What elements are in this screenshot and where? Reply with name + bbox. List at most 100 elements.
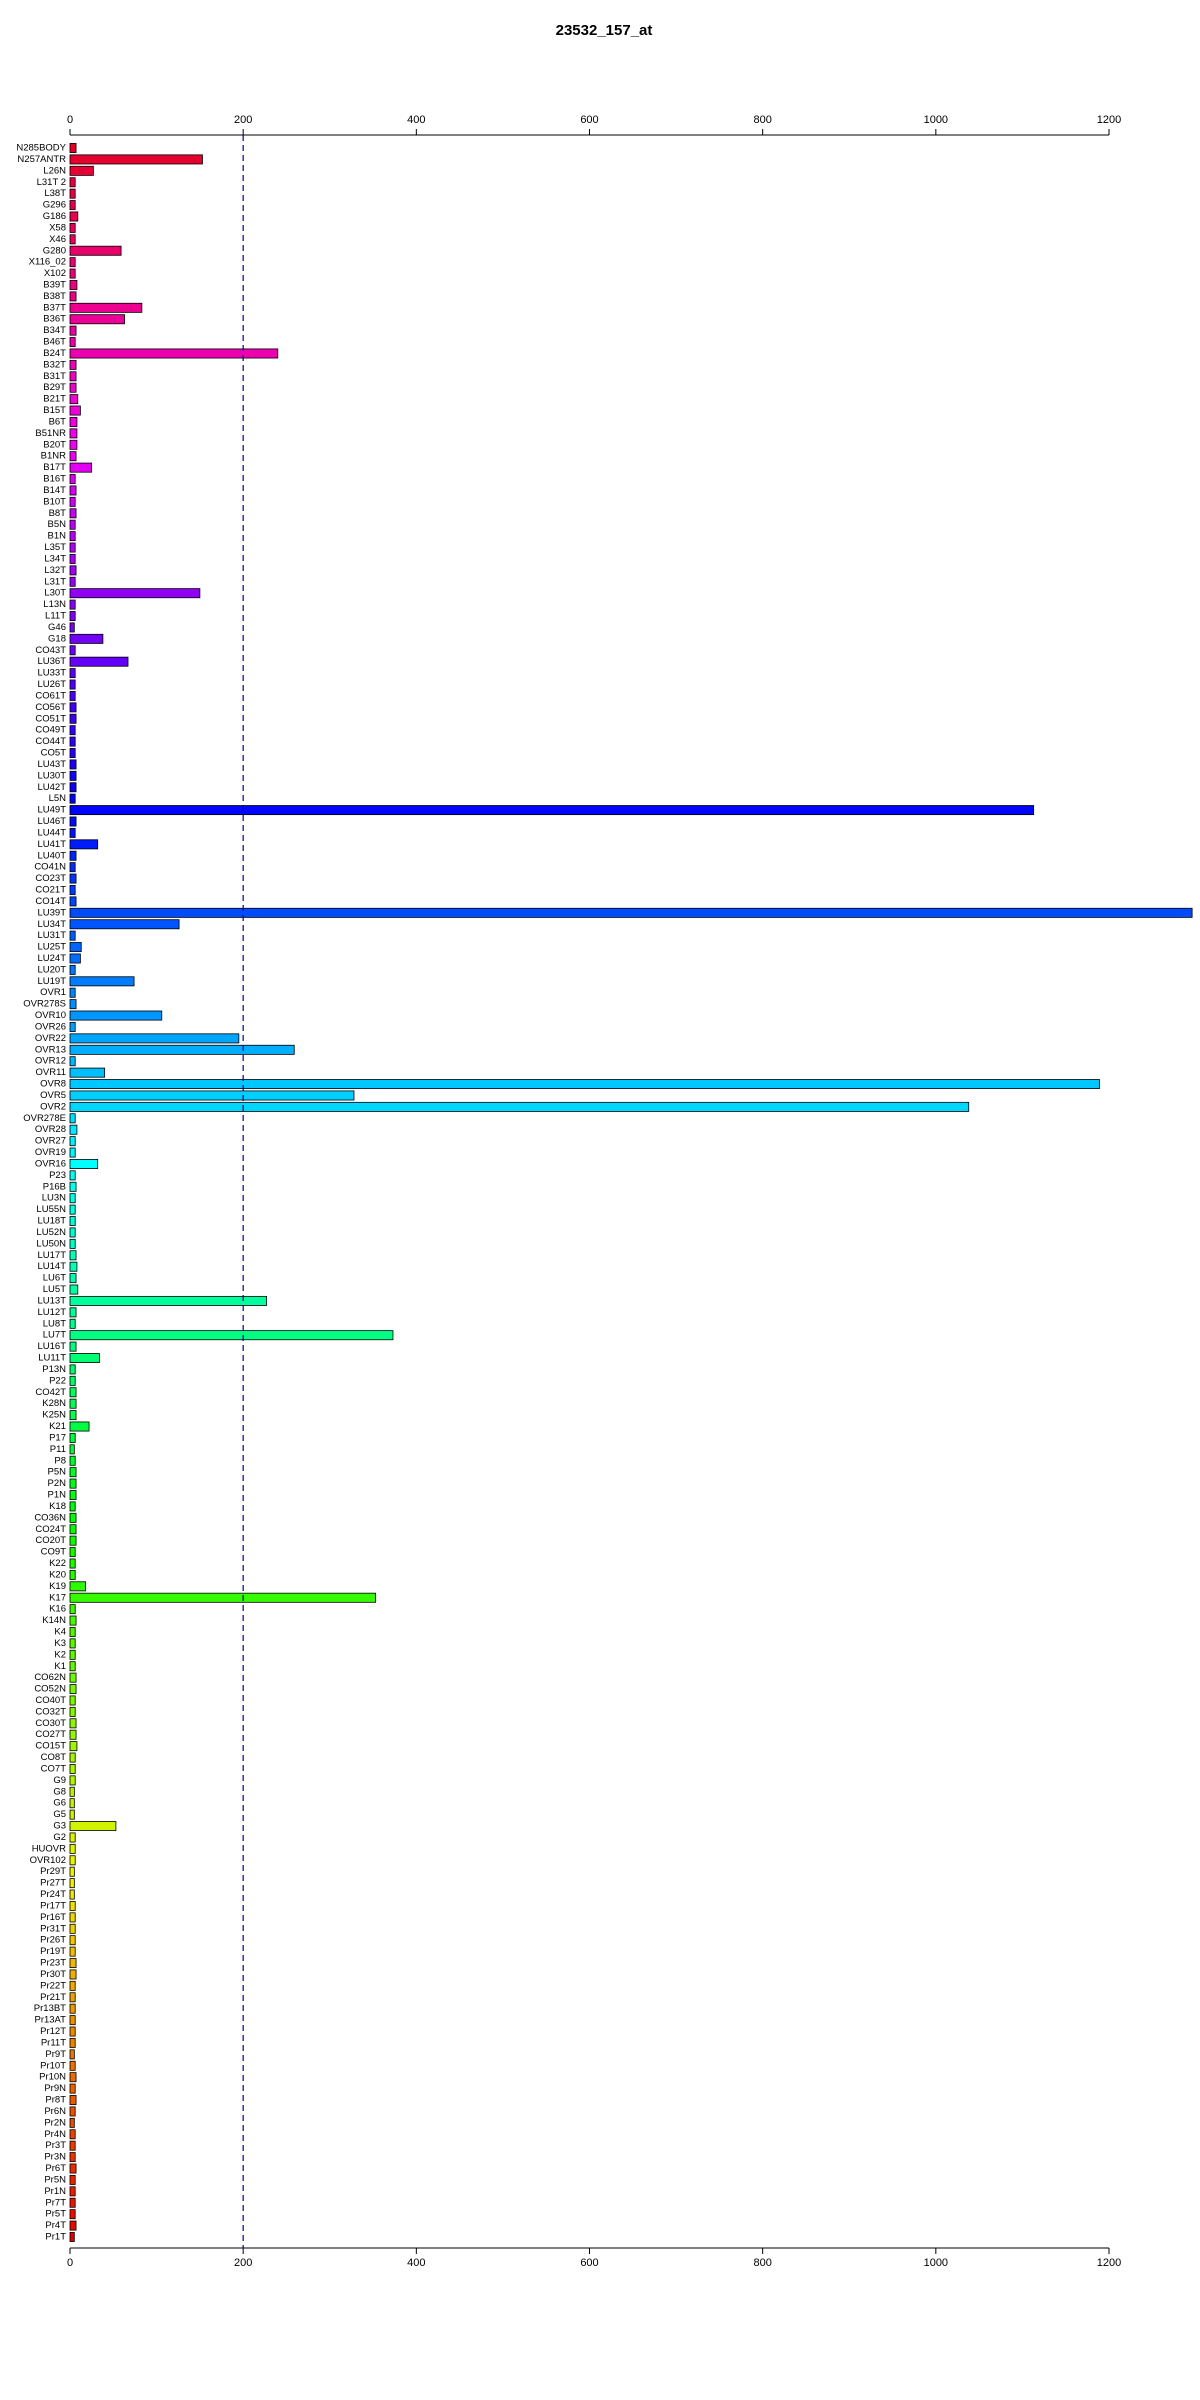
bar: [69, 1467, 77, 1478]
bar: [69, 1432, 76, 1443]
y-tick-label: LU14T: [37, 1261, 66, 1272]
y-tick-label: X58: [49, 222, 66, 233]
y-tick-label: CO61T: [35, 690, 66, 701]
y-tick-label: CO27T: [35, 1729, 66, 1740]
y-tick-label: CO52N: [34, 1684, 66, 1695]
y-tick-label: G5: [53, 1809, 66, 1820]
bar: [69, 1672, 77, 1683]
y-tick-label: G18: [48, 633, 66, 644]
bar: [69, 1535, 77, 1546]
bar: [69, 1478, 77, 1489]
bar: [69, 599, 76, 610]
y-tick-label: Pr8T: [45, 2095, 66, 2106]
y-tick-label: LU6T: [43, 1273, 66, 1284]
y-tick-label: CO7T: [41, 1763, 67, 1774]
y-tick-label: B10T: [43, 496, 66, 507]
bar: [69, 2026, 76, 2037]
y-tick-label: OVR278E: [23, 1113, 66, 1124]
y-tick-label: CO49T: [35, 725, 66, 736]
bar: [69, 1946, 76, 1957]
bar: [69, 519, 76, 530]
bar: [69, 337, 76, 348]
y-tick-label: Pr9T: [45, 2049, 66, 2060]
y-tick-label: CO41N: [34, 862, 66, 873]
y-tick-label: L31T 2: [37, 177, 66, 188]
bar: [69, 1353, 100, 1363]
bar: [69, 622, 75, 633]
x-tick-label: 200: [234, 2257, 252, 2269]
bar: [69, 976, 135, 987]
bar: [69, 1581, 86, 1592]
y-tick-label: L34T: [44, 553, 66, 564]
bar: [69, 1878, 75, 1889]
bar: [69, 2186, 76, 2197]
y-tick-label: LU30T: [37, 770, 66, 781]
y-tick-label: K14N: [42, 1615, 66, 1626]
y-tick-label: Pr1N: [44, 2186, 66, 2197]
y-tick-label: CO23T: [35, 873, 66, 884]
y-tick-label: OVR27: [35, 1136, 66, 1147]
y-tick-label: P23: [49, 1170, 66, 1181]
y-tick-label: LU46T: [37, 816, 66, 827]
bar: [69, 1798, 75, 1809]
bar: [69, 257, 76, 268]
y-tick-label: L5N: [49, 793, 67, 804]
y-tick-label: HUOVR: [32, 1843, 66, 1854]
y-tick-label: LU12T: [37, 1307, 66, 1318]
bar: [69, 405, 81, 416]
y-tick-label: CO56T: [35, 702, 66, 713]
y-tick-label: Pr22T: [40, 1980, 66, 1991]
y-tick-label: Pr13AT: [34, 2015, 66, 2026]
bar: [69, 1079, 1100, 1090]
bar: [69, 1558, 76, 1569]
bar: [69, 668, 76, 679]
y-tick-label: G3: [53, 1821, 66, 1832]
y-tick-label: OVR26: [35, 1021, 66, 1032]
y-tick-label: P13N: [42, 1364, 66, 1375]
bar: [69, 748, 76, 758]
y-tick-label: Pr9N: [44, 2083, 66, 2094]
bar: [69, 291, 77, 302]
bar: [69, 2140, 76, 2151]
y-tick-label: Pr10T: [40, 2060, 66, 2071]
bar: [69, 1604, 76, 1615]
bar: [69, 348, 279, 359]
bar: [69, 1638, 76, 1649]
y-tick-label: L38T: [44, 188, 66, 199]
bar: [69, 1113, 76, 1124]
bar: [69, 508, 77, 519]
bar: [69, 793, 76, 804]
y-tick-label: OVR8: [40, 1079, 66, 1090]
y-tick-label: CO51T: [35, 713, 66, 724]
bar: [69, 1364, 76, 1375]
y-tick-label: Pr21T: [40, 1992, 66, 2003]
bar: [69, 1661, 76, 1672]
bar: [69, 439, 78, 450]
y-tick-label: Pr17T: [40, 1900, 66, 1911]
y-tick-label: B37T: [43, 302, 66, 313]
y-tick-label: Pr1T: [45, 2232, 66, 2243]
bar: [69, 1033, 240, 1044]
y-tick-label: OVR10: [35, 1010, 66, 1021]
bar: [69, 154, 203, 165]
y-tick-label: Pr6N: [44, 2106, 66, 2117]
y-tick-label: K16: [49, 1604, 66, 1615]
y-tick-label: P16B: [43, 1181, 66, 1192]
y-tick-label: CO40T: [35, 1695, 66, 1706]
bar: [69, 839, 99, 850]
y-tick-label: P17: [49, 1432, 66, 1443]
y-tick-label: CO20T: [35, 1535, 66, 1546]
y-tick-label: G9: [53, 1775, 66, 1786]
y-tick-label: G46: [48, 622, 66, 633]
bar: [69, 1158, 99, 1169]
x-tick-label: 400: [407, 114, 425, 126]
bar: [69, 885, 76, 895]
bar: [69, 1569, 76, 1580]
y-tick-label: LU25T: [37, 942, 66, 953]
bar: [69, 1193, 76, 1204]
y-tick-label: LU36T: [37, 656, 66, 667]
bar: [69, 953, 81, 964]
y-tick-label: B6T: [49, 416, 67, 427]
bar: [69, 1695, 76, 1706]
